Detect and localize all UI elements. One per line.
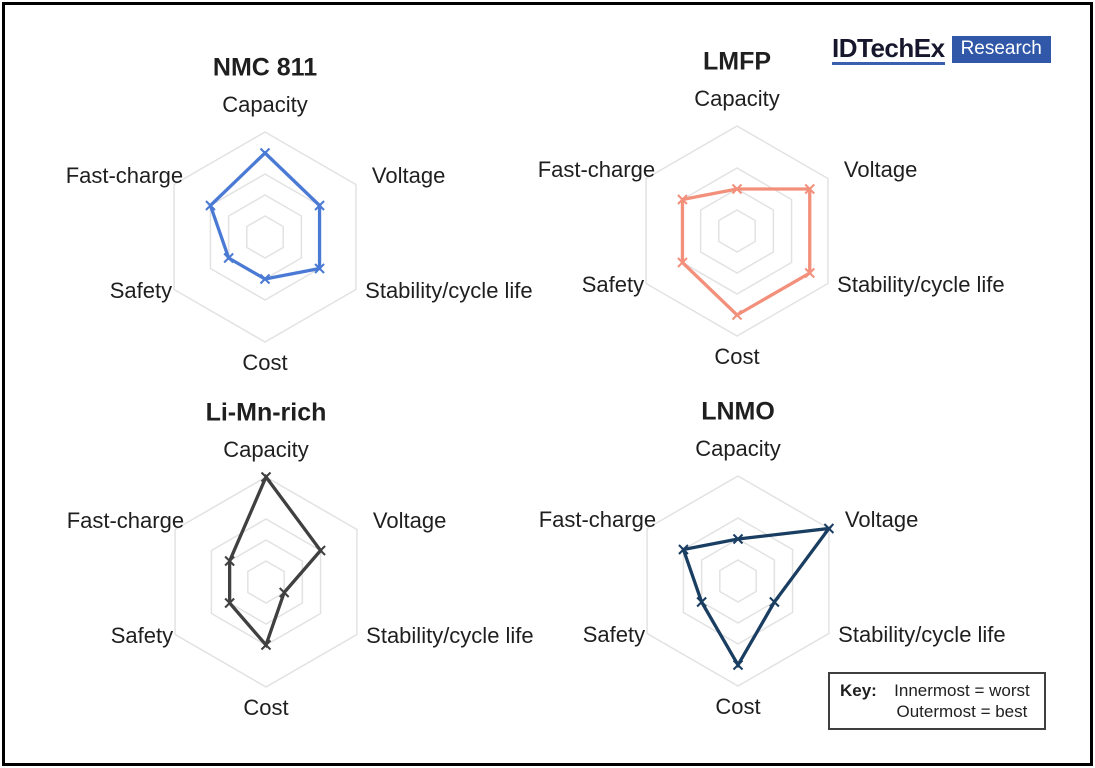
axis-label-safety: Safety xyxy=(581,271,645,297)
grid-ring-4 xyxy=(173,131,357,343)
axis-label-cost: Cost xyxy=(714,344,760,369)
axis-label-stability-cycle-life: Stability/cycle life xyxy=(365,277,533,303)
grid-ring-3 xyxy=(682,517,794,645)
radar-svg-nmc-811 xyxy=(173,131,357,343)
axis-label-safety: Safety xyxy=(582,621,646,647)
grid-ring-2 xyxy=(700,538,776,624)
axis-label-safety: Safety xyxy=(110,622,174,648)
data-point-marker-voltage xyxy=(315,545,326,556)
axis-label-voltage: Voltage xyxy=(844,506,919,532)
grid-ring-4 xyxy=(646,475,830,687)
data-polygon-li-mn-rich xyxy=(227,473,323,649)
data-point-marker-stability-cycle-life xyxy=(769,596,780,608)
axis-label-capacity: Capacity xyxy=(694,86,780,111)
key-box: Key: Innermost = worst Outermost = best xyxy=(828,672,1046,730)
grid-ring-4 xyxy=(645,125,829,337)
radar-svg-lmfp xyxy=(645,125,829,337)
axis-label-cost: Cost xyxy=(242,350,288,375)
axis-label-voltage: Voltage xyxy=(843,156,918,182)
chart-title-lmfp: LMFP xyxy=(702,47,772,76)
grid-ring-3 xyxy=(209,173,321,301)
data-point-marker-cost xyxy=(260,639,272,651)
grid-ring-1 xyxy=(719,559,757,603)
data-point-marker-capacity xyxy=(731,183,743,195)
axis-label-fast-charge: Fast-charge xyxy=(66,507,185,533)
data-point-marker-safety xyxy=(677,257,688,268)
data-point-marker-fast-charge xyxy=(678,544,689,555)
data-point-marker-capacity xyxy=(259,147,271,159)
data-point-marker-stability-cycle-life xyxy=(804,267,815,279)
chart-title-lnmo: LNMO xyxy=(701,397,775,426)
logo-brand-text: IDTechEx xyxy=(832,33,945,65)
axis-label-safety: Safety xyxy=(109,277,173,303)
grid-ring-1 xyxy=(718,209,756,253)
grid-ring-3 xyxy=(210,518,322,646)
data-point-marker-voltage xyxy=(804,183,815,195)
key-text: Innermost = worst Outermost = best xyxy=(886,680,1038,722)
data-point-marker-cost xyxy=(731,309,743,321)
grid-ring-3 xyxy=(681,167,793,295)
radar-svg-lnmo xyxy=(646,475,835,687)
data-point-marker-capacity xyxy=(260,471,272,483)
grid-ring-2 xyxy=(227,194,303,280)
axis-label-stability-cycle-life: Stability/cycle life xyxy=(366,622,534,648)
data-point-marker-fast-charge xyxy=(205,200,216,211)
data-point-marker-safety xyxy=(224,597,235,609)
axis-label-voltage: Voltage xyxy=(371,162,446,188)
axis-label-stability-cycle-life: Stability/cycle life xyxy=(837,271,1005,297)
data-point-marker-safety xyxy=(223,252,234,264)
data-point-marker-fast-charge xyxy=(677,194,688,205)
grid-ring-4 xyxy=(174,476,358,688)
axis-label-fast-charge: Fast-charge xyxy=(538,506,657,532)
radar-svg-li-mn-rich xyxy=(174,471,358,688)
chart-title-nmc-811: NMC 811 xyxy=(212,53,318,82)
data-point-marker-safety xyxy=(696,596,707,608)
data-point-marker-stability-cycle-life xyxy=(278,587,290,598)
axis-label-fast-charge: Fast-charge xyxy=(65,162,184,188)
grid-ring-1 xyxy=(246,215,284,259)
idtechex-logo: IDTechEx Research xyxy=(832,35,1051,65)
chart-title-li-mn-rich: Li-Mn-rich xyxy=(205,398,327,427)
axis-label-stability-cycle-life: Stability/cycle life xyxy=(838,621,1006,647)
grid-ring-2 xyxy=(699,188,775,274)
data-point-marker-voltage xyxy=(314,200,325,211)
data-point-marker-cost xyxy=(259,273,271,285)
axis-label-voltage: Voltage xyxy=(372,507,447,533)
data-point-marker-capacity xyxy=(732,533,744,545)
data-point-marker-voltage xyxy=(823,523,835,534)
data-point-marker-stability-cycle-life xyxy=(314,263,325,274)
data-point-marker-fast-charge xyxy=(224,555,235,567)
key-line-outermost: Outermost = best xyxy=(896,702,1028,721)
key-line-innermost: Innermost = worst xyxy=(894,681,1030,700)
axis-label-capacity: Capacity xyxy=(222,92,308,117)
logo-research-badge: Research xyxy=(951,36,1051,63)
grid-ring-1 xyxy=(247,560,285,604)
axis-label-cost: Cost xyxy=(243,695,289,720)
key-label: Key: xyxy=(840,681,877,700)
data-point-marker-cost xyxy=(732,659,744,671)
axis-label-capacity: Capacity xyxy=(223,437,309,462)
axis-label-fast-charge: Fast-charge xyxy=(537,156,656,182)
axis-label-capacity: Capacity xyxy=(695,436,781,461)
axis-label-cost: Cost xyxy=(715,694,761,719)
